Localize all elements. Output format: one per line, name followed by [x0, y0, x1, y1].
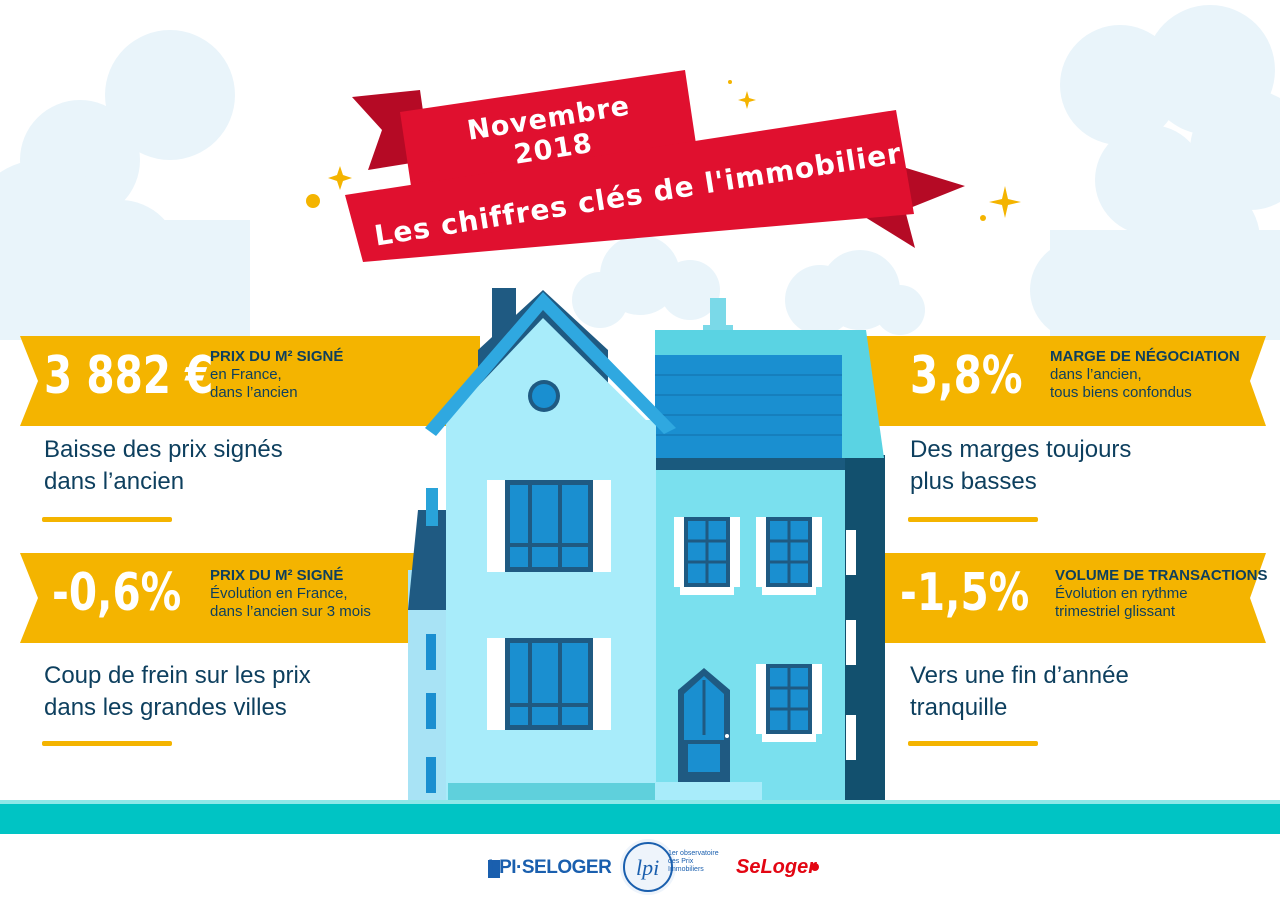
stat-label-price-change: PRIX DU M² SIGNÉ Évolution en France, da… [210, 567, 371, 621]
stat-value-price-change: -0,6% [52, 563, 182, 623]
clouds-left [0, 30, 250, 350]
clouds-right [1030, 5, 1280, 340]
desc-line: Vers une fin d’année [910, 662, 1129, 689]
logo-seloger: SeLoger [736, 856, 817, 878]
window-top-left [487, 480, 611, 572]
desc-line: dans les grandes villes [44, 694, 287, 721]
window-right-1 [674, 517, 740, 595]
clouds-center [572, 235, 925, 335]
window-right-3 [756, 664, 822, 742]
stat-sub: Évolution en rythme [1055, 585, 1188, 602]
stat-desc-transactions: Vers une fin d’année tranquille [910, 660, 1129, 724]
stat-desc-negotiation: Des marges toujours plus basses [910, 434, 1131, 498]
stat-value-negotiation: 3,8% [910, 346, 1023, 406]
stat-sub: dans l’ancien sur 3 mois [210, 603, 371, 620]
stat-value-price: 3 882 € [44, 346, 214, 406]
stat-label-price: PRIX DU M² SIGNÉ en France, dans l’ancie… [210, 348, 343, 402]
stat-heading: VOLUME DE TRANSACTIONS [1055, 567, 1268, 584]
stat-desc-price: Baisse des prix signés dans l’ancien [44, 434, 283, 498]
window-bottom-left [487, 638, 611, 730]
window-right-2 [756, 517, 822, 595]
desc-line: Des marges toujours [910, 436, 1132, 463]
desc-line: tranquille [910, 694, 1008, 721]
bands [20, 336, 1266, 643]
desc-line: Coup de frein sur les prix [44, 662, 311, 689]
underlines [42, 517, 1038, 746]
stat-sub: dans l’ancien, [1050, 366, 1142, 383]
stat-desc-price-change: Coup de frein sur les prix dans les gran… [44, 660, 311, 724]
stat-value-transactions: -1,5% [900, 563, 1030, 623]
stat-sub: tous biens confondus [1050, 384, 1192, 401]
desc-line: Baisse des prix signés [44, 436, 283, 463]
stat-sub: Évolution en France, [210, 585, 348, 602]
ribbon-date [352, 70, 696, 186]
stat-heading: PRIX DU M² SIGNÉ [210, 567, 344, 584]
stat-heading: PRIX DU M² SIGNÉ [210, 348, 344, 365]
stat-sub: en France, [210, 366, 282, 383]
stat-sub: dans l’ancien [210, 384, 298, 401]
desc-line: plus basses [910, 468, 1037, 495]
house [408, 288, 885, 802]
logo-lpi-seloger: LPI·SELOGER [488, 857, 612, 878]
stat-sub: trimestriel glissant [1055, 603, 1176, 620]
ribbon-title [345, 110, 965, 262]
front-door [678, 668, 730, 782]
svg-text:lpi: lpi [636, 855, 659, 880]
logo-lpi-caption: 1er observatoire des Prix Immobiliers [668, 850, 719, 873]
stat-label-transactions: VOLUME DE TRANSACTIONS Évolution en ryth… [1055, 567, 1268, 621]
ground [0, 802, 1280, 834]
desc-line: dans l’ancien [44, 468, 185, 495]
stat-heading: MARGE DE NÉGOCIATION [1050, 348, 1240, 365]
stat-label-negotiation: MARGE DE NÉGOCIATION dans l’ancien, tous… [1050, 348, 1240, 402]
